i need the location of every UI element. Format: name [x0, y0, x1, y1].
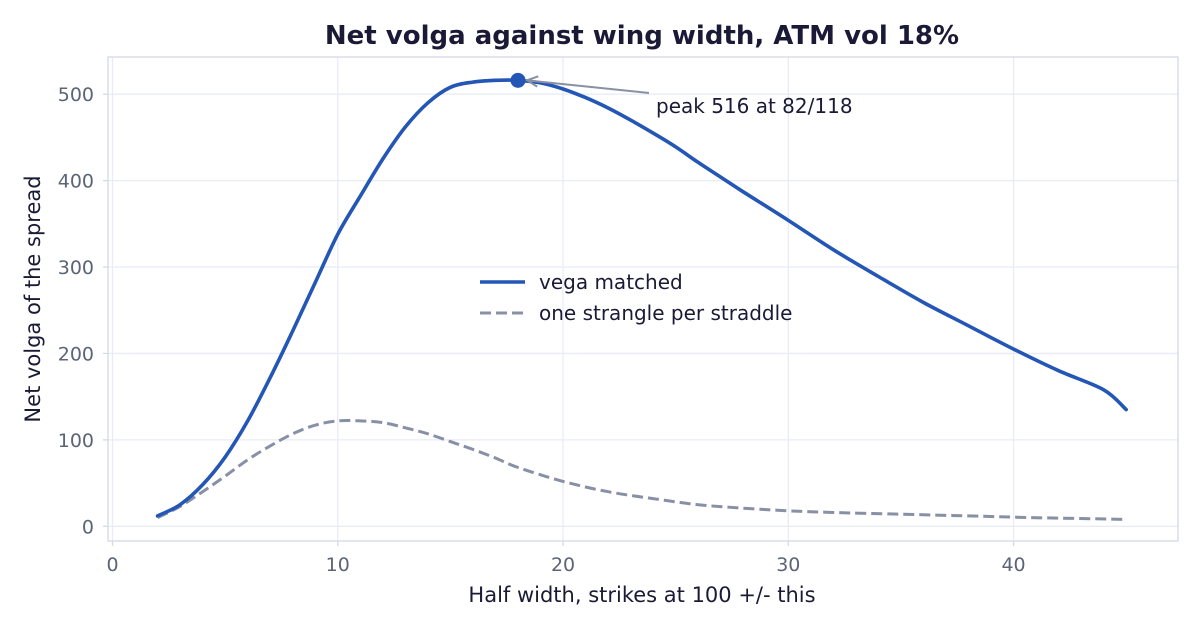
y-tick-label: 0 [82, 516, 94, 538]
y-tick-label: 400 [58, 171, 94, 193]
plot-frame [107, 56, 1179, 542]
x-tick-label: 20 [551, 554, 575, 576]
legend: vega matched one strangle per straddle [480, 270, 792, 325]
legend-label: vega matched [539, 270, 683, 294]
y-tick-label: 500 [58, 84, 94, 106]
annotation: peak 516 at 82/118 [510, 72, 853, 118]
annotation-arrow [526, 79, 650, 94]
annotation-label: peak 516 at 82/118 [656, 94, 853, 118]
x-tick-label: 10 [326, 554, 350, 576]
series-line-vega-matched [155, 78, 1128, 518]
legend-label: one strangle per straddle [539, 301, 792, 325]
y-tick-label: 200 [58, 343, 94, 365]
x-tick-label: 40 [1001, 554, 1025, 576]
y-axis-label: Net volga of the spread [21, 175, 45, 422]
chart-title: Net volga against wing width, ATM vol 18… [325, 21, 959, 51]
peak-marker [510, 72, 526, 88]
series-group [155, 78, 1128, 521]
x-tick-label: 0 [106, 554, 118, 576]
series-line-one-strangle [156, 418, 1127, 521]
y-tick-label: 300 [58, 257, 94, 279]
grid [108, 57, 1178, 541]
x-axis-label: Half width, strikes at 100 +/- this [468, 583, 815, 607]
y-tick-label: 100 [58, 430, 94, 452]
annotation-arrowhead [524, 75, 539, 88]
x-tick-label: 30 [776, 554, 800, 576]
